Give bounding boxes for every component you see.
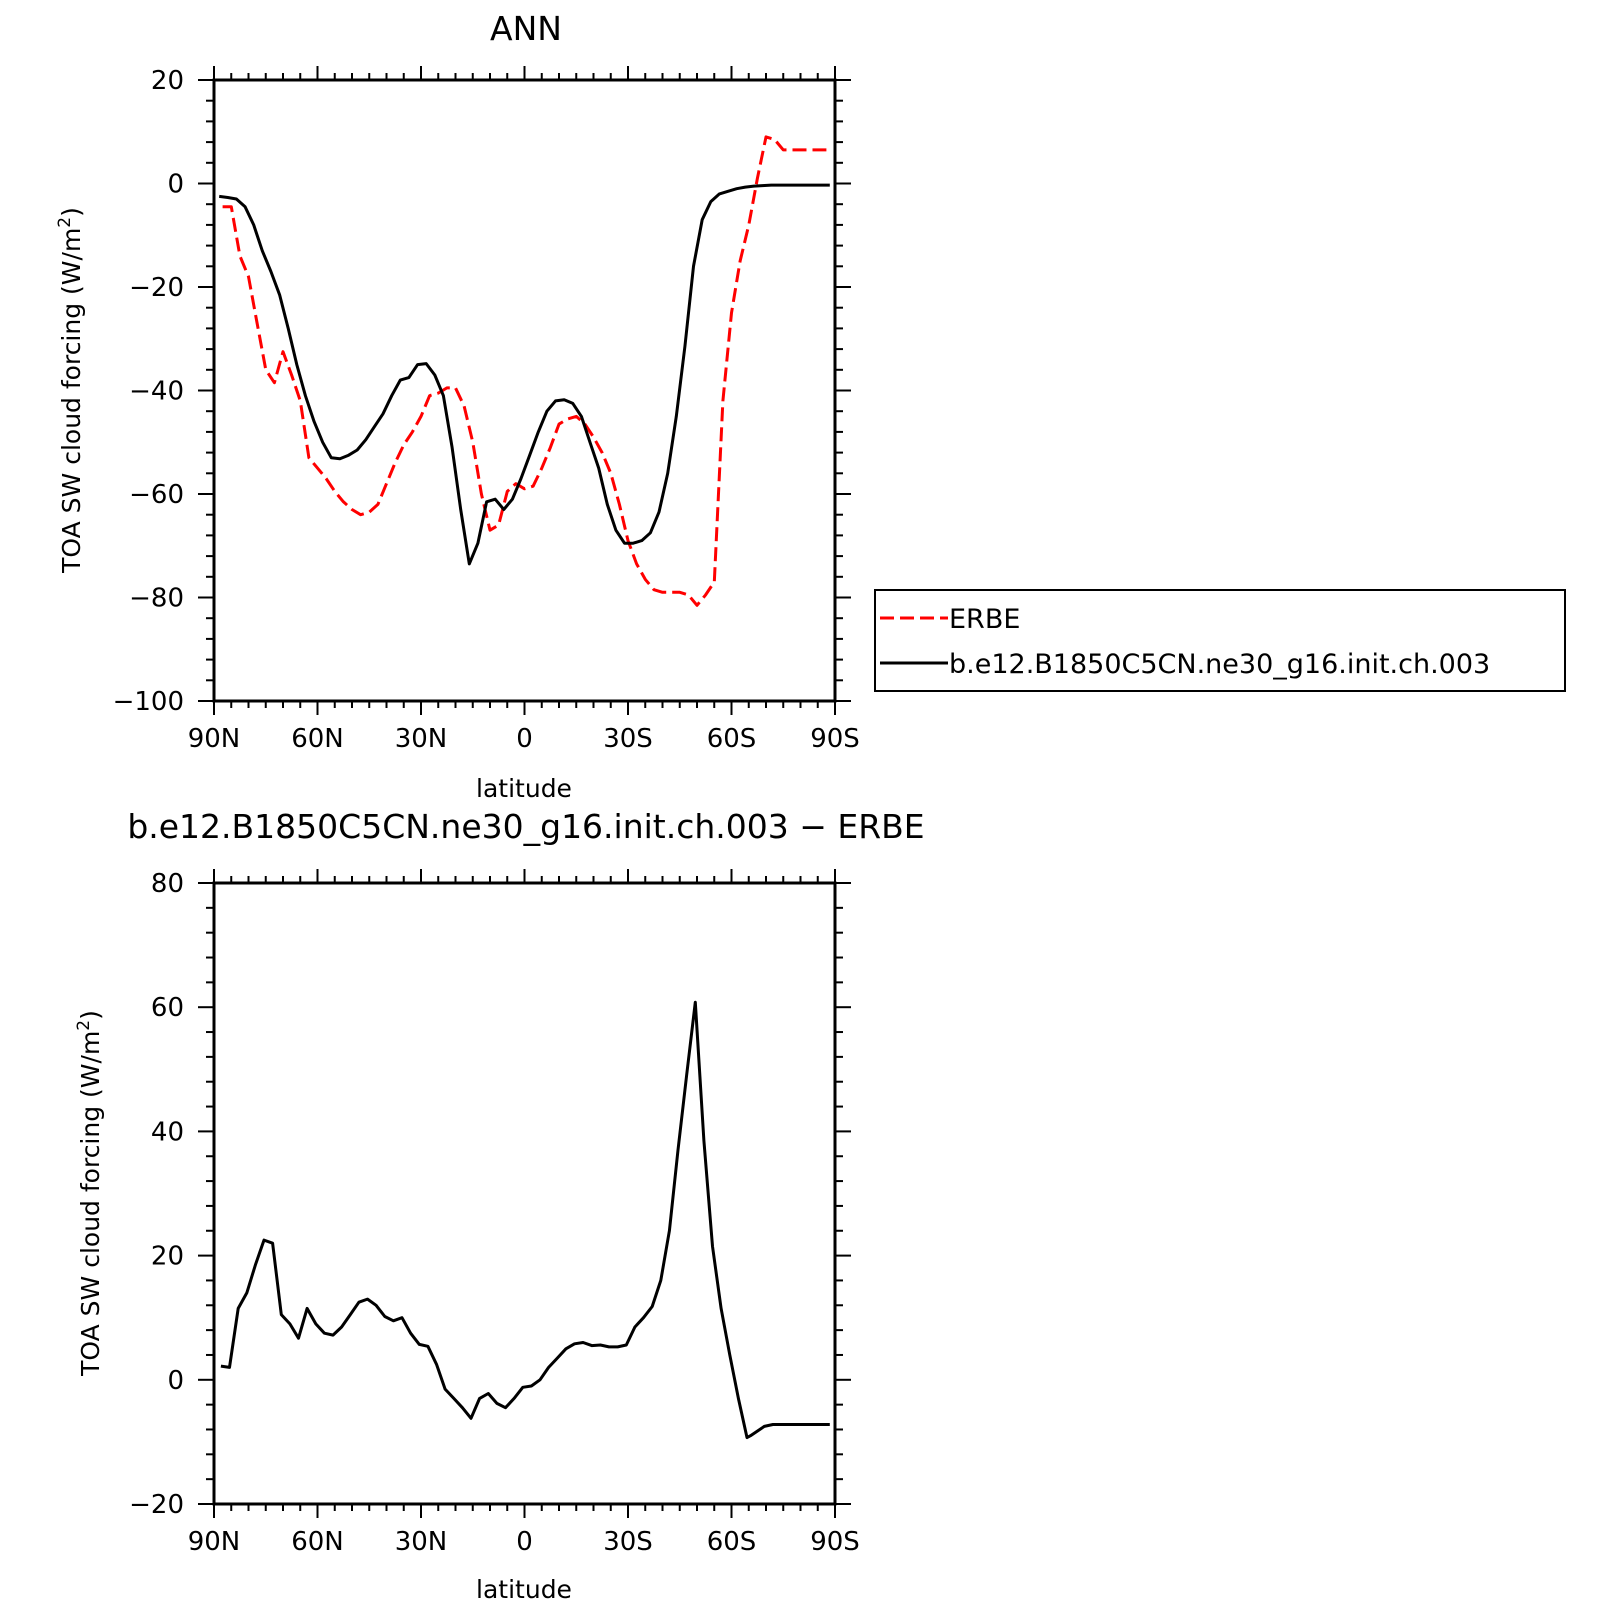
y-tick-label: −60 [129,480,184,510]
x-tick-label: 90S [810,1527,860,1557]
chart-top-plot-frame [212,78,837,703]
chart-top-ylabel: TOA SW cloud forcing (W/m2) [55,207,86,574]
x-tick-label: 30S [603,724,653,754]
chart-top: ANN 90N 60N 30N 0 30S 60S 90S −100 −80 −60 −40 −20 0… [55,9,1566,803]
x-tick-label: 30N [395,1527,448,1557]
x-tick-label: 60N [291,724,344,754]
chart-top-series [219,135,830,607]
series-line-difference [220,1000,830,1440]
x-tick-label: 90N [188,724,241,754]
series-line-b-e12-b1850c5cn-ne30-g16-init-ch-003 [219,183,830,566]
chart-bottom-ticks [198,869,851,1518]
x-tick-label: 0 [516,1527,533,1557]
chart-bottom-ylabel: TOA SW cloud forcing (W/m2) [74,1010,105,1377]
chart-bottom-tick-labels: 90N 60N 30N 0 30S 60S 90S −20 0 20 40 60 80 [129,869,860,1557]
chart-top-ylabel-sup: 2 [55,217,75,228]
x-tick-label: 60N [291,1527,344,1557]
y-tick-label: 60 [151,993,184,1023]
y-tick-label: −20 [129,1490,184,1520]
y-tick-label: 20 [151,1242,184,1272]
y-tick-label: 0 [167,170,184,200]
legend-box [874,589,1566,692]
chart-bottom-ylabel-sup: 2 [74,1020,94,1031]
chart-bottom-ylabel-close: ) [76,1010,105,1020]
y-tick-label: −40 [129,377,184,407]
x-tick-label: 30S [603,1527,653,1557]
y-tick-label: 40 [151,1117,184,1147]
x-tick-label: 60S [707,724,757,754]
y-tick-label: 80 [151,869,184,899]
legend-label-erbe: ERBE [949,604,1020,635]
chart-bottom-series [220,1000,830,1440]
legend-label-model: b.e12.B1850C5CN.ne30_g16.init.ch.003 [949,649,1490,680]
y-tick-label: −100 [113,687,184,717]
x-tick-label: 60S [707,1527,757,1557]
chart-bottom-title: b.e12.B1850C5CN.ne30_g16.init.ch.003 − E… [127,807,924,846]
chart-top-ticks [198,66,851,715]
series-line-erbe [222,135,827,607]
chart-bottom-xlabel: latitude [476,1575,572,1604]
x-tick-label: 0 [516,724,533,754]
chart-bottom: b.e12.B1850C5CN.ne30_g16.init.ch.003 − E… [74,807,925,1604]
chart-top-xlabel: latitude [476,774,572,803]
y-tick-label: 0 [167,1366,184,1396]
chart-bottom-ylabel-main: TOA SW cloud forcing (W/m [76,1031,105,1377]
x-tick-label: 90N [188,1527,241,1557]
chart-top-ylabel-close: ) [57,207,86,217]
legend: ERBE b.e12.B1850C5CN.ne30_g16.init.ch.00… [874,589,1566,692]
x-tick-label: 90S [810,724,860,754]
y-tick-label: −80 [129,584,184,614]
chart-top-ylabel-main: TOA SW cloud forcing (W/m [57,228,86,574]
x-tick-label: 30N [395,724,448,754]
y-tick-label: −20 [129,273,184,303]
chart-top-tick-labels: 90N 60N 30N 0 30S 60S 90S −100 −80 −60 −40 −20 0 20 [113,66,860,754]
chart-top-title: ANN [490,9,562,48]
y-tick-label: 20 [151,66,184,96]
